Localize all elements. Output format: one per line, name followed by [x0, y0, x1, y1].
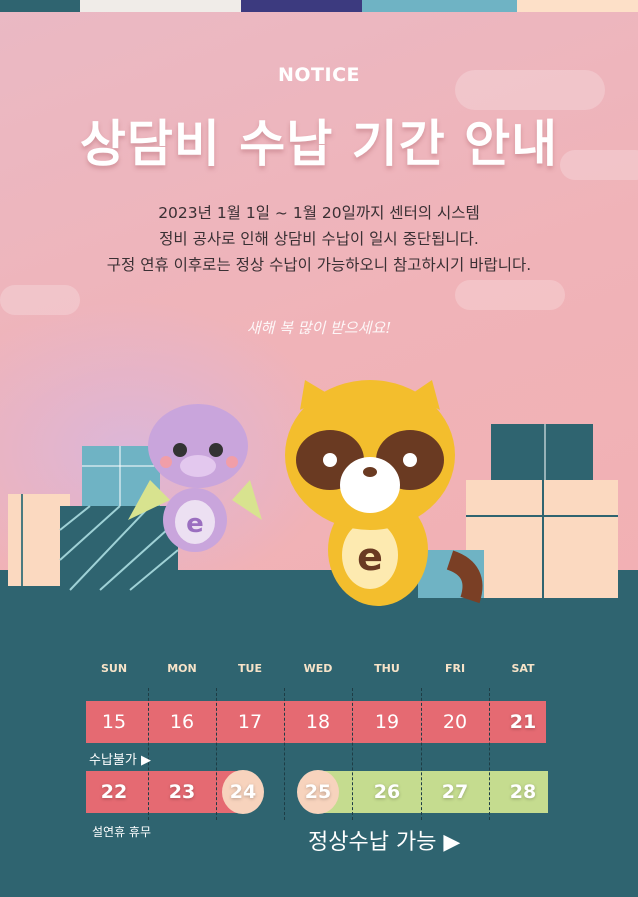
- top-stripe: [362, 0, 517, 12]
- notice-tag: NOTICE: [277, 64, 360, 86]
- greeting: 새해 복 많이 받으세요!: [246, 319, 392, 337]
- gift-boxes-left: [8, 446, 179, 591]
- cloud: [0, 285, 80, 315]
- date-16: 16: [169, 711, 195, 733]
- weekday-thu: THU: [374, 662, 400, 675]
- column-divider: [216, 688, 217, 820]
- date-18: 18: [305, 711, 331, 733]
- dragon-mascot: e: [128, 404, 262, 552]
- date-23: 23: [168, 781, 196, 803]
- svg-text:e: e: [357, 535, 383, 579]
- column-divider: [421, 688, 422, 820]
- description-line: 구정 연휴 이후로는 정상 수납이 가능하오니 참고하시기 바랍니다.: [106, 256, 532, 274]
- weekday-sun: SUN: [100, 662, 128, 675]
- description-line: 정비 공사로 인해 상담비 수납이 일시 중단됩니다.: [159, 230, 479, 248]
- holiday-label: 설연휴 휴무: [92, 825, 152, 839]
- available-label: 정상수납 가능 ▶: [308, 830, 461, 855]
- cloud: [455, 280, 565, 310]
- date-28: 28: [509, 781, 537, 803]
- date-24: 24: [229, 781, 257, 803]
- date-26: 26: [373, 781, 401, 803]
- column-divider: [489, 688, 490, 820]
- top-stripe: [241, 0, 362, 12]
- week2-available-bar: [318, 771, 548, 813]
- cloud: [455, 70, 605, 110]
- column-divider: [284, 688, 285, 820]
- date-27: 27: [441, 781, 469, 803]
- date-22: 22: [100, 781, 128, 803]
- gift-boxes-right: [418, 424, 618, 598]
- date-15: 15: [101, 711, 127, 733]
- date-20: 20: [442, 711, 468, 733]
- svg-text:e: e: [186, 509, 204, 539]
- holiday-circle: [222, 770, 264, 814]
- column-divider: [148, 688, 149, 820]
- raccoon-mascot: e: [285, 380, 483, 606]
- weekday-fri: FRI: [444, 662, 466, 675]
- weekday-sat: SAT: [511, 662, 535, 675]
- week1-unavailable-bar: [86, 701, 546, 743]
- week2-unavailable-bar: [86, 771, 246, 813]
- date-25: 25: [304, 781, 332, 803]
- column-divider: [352, 688, 353, 820]
- date-19: 19: [374, 711, 400, 733]
- description: 2023년 1월 1일 ~ 1월 20일까지 센터의 시스템 정비 공사로 인해…: [0, 200, 638, 278]
- weekday-tue: TUE: [238, 662, 262, 675]
- date-17: 17: [237, 711, 263, 733]
- description-line: 2023년 1월 1일 ~ 1월 20일까지 센터의 시스템: [158, 204, 480, 222]
- top-stripe: [0, 0, 80, 12]
- date-21: 21: [509, 711, 537, 733]
- weekday-mon: MON: [167, 662, 197, 675]
- illustration: e e: [8, 380, 618, 606]
- cloud: [560, 150, 638, 180]
- top-stripe: [517, 0, 638, 12]
- unavailable-label: 수납불가 ▶: [89, 753, 151, 768]
- top-stripe: [80, 0, 241, 12]
- weekday-wed: WED: [303, 662, 333, 675]
- holiday-circle: [297, 770, 339, 814]
- page-title: 상담비 수납 기간 안내: [79, 115, 559, 173]
